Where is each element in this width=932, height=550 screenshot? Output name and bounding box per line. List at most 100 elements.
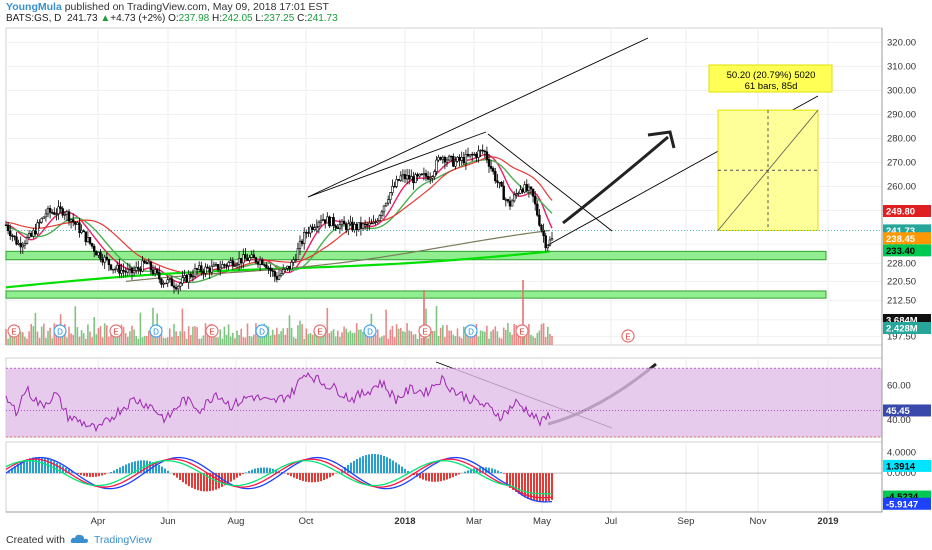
- candle-body: [292, 259, 295, 263]
- earnings-marker-letter: E: [209, 328, 214, 337]
- volume-bar: [274, 334, 276, 345]
- change-value: +4.73 (+2%): [110, 13, 166, 24]
- candle-body: [132, 270, 136, 274]
- volume-bar: [309, 333, 312, 345]
- macd-line: [5, 456, 553, 503]
- volume-bar: [95, 334, 98, 345]
- volume-bar: [80, 330, 83, 345]
- candle-body: [210, 265, 213, 273]
- volume-bar: [248, 336, 251, 345]
- volume-bar: [101, 337, 104, 345]
- macd-tick-label: 4.0000: [887, 447, 916, 458]
- candle-body: [384, 202, 388, 207]
- candle-body: [65, 211, 69, 215]
- candle-body: [38, 221, 41, 224]
- volume-bar: [353, 332, 356, 345]
- candle-body: [17, 242, 20, 245]
- volume-bar: [473, 331, 476, 345]
- candle-body: [334, 225, 337, 228]
- time-axis[interactable]: Apr Jun Aug Oct 2018 Mar May Jul Sep Nov 2019: [6, 511, 882, 527]
- volume-bar: [164, 338, 167, 345]
- volume-bar: [412, 334, 415, 345]
- macd-hist-bar: [344, 467, 346, 474]
- volume-bar: [427, 338, 429, 345]
- volume-bar: [349, 330, 352, 345]
- volume-bar: [400, 327, 402, 345]
- volume-bar: [488, 338, 490, 345]
- price-tick-label: 280.00: [887, 133, 916, 144]
- volume-bar: [523, 333, 526, 345]
- volume-bar: [141, 337, 144, 345]
- candle-body: [67, 211, 71, 222]
- candle-body: [120, 269, 123, 274]
- macd-hist-bar: [539, 473, 541, 502]
- macd-hist-bar: [110, 471, 112, 474]
- macd-hist-bar: [434, 473, 436, 482]
- macd-hist-bar: [314, 473, 316, 483]
- macd-hist-bar: [146, 460, 148, 474]
- candle-body: [548, 239, 552, 246]
- candle-body: [204, 266, 207, 274]
- volume-bar: [549, 333, 551, 345]
- candle-body: [263, 264, 266, 266]
- volume-bar: [402, 331, 404, 345]
- author-name[interactable]: YoungMula: [6, 1, 62, 13]
- volume-bar: [376, 329, 379, 345]
- volume-bar: [257, 327, 259, 345]
- trend-channel-upper: [307, 37, 649, 198]
- candle-body: [170, 278, 174, 287]
- macd-hist-bar: [20, 462, 22, 474]
- macd-hist-bar: [248, 470, 250, 474]
- earnings-marker-icon: [313, 324, 327, 338]
- volume-bar: [404, 331, 406, 345]
- candle-body: [126, 268, 130, 273]
- candle-body: [426, 176, 430, 180]
- price-axis[interactable]: 320.00 310.00 300.00 290.00 280.00 270.00 260.…: [881, 28, 916, 512]
- volume-bar: [477, 336, 480, 345]
- candle-body: [55, 213, 58, 215]
- time-tick-label: 2018: [394, 516, 415, 527]
- candle-body: [393, 186, 396, 188]
- volume-bar: [202, 335, 205, 345]
- candle-body: [294, 259, 297, 261]
- candle-body: [496, 180, 499, 183]
- volume-bar: [406, 323, 408, 345]
- candle-body: [107, 259, 111, 266]
- macd-hist-bar: [452, 473, 454, 478]
- target-box[interactable]: 50.20 (20.79%) 5020 61 bars, 85d: [708, 64, 833, 231]
- macd-hist-bar: [305, 473, 307, 482]
- rsi-tick-label: 40.00: [887, 415, 911, 426]
- candle-body: [281, 269, 285, 275]
- candle-body: [519, 189, 522, 194]
- candle-body: [401, 174, 405, 177]
- earnings-marker-icon: [515, 324, 529, 338]
- volume-bar: [76, 327, 79, 345]
- macd-value-label-2: -4.5234: [886, 492, 919, 503]
- macd-hist-bar: [197, 473, 199, 491]
- earnings-marker-icon: [464, 324, 478, 338]
- macd-hist-bar: [353, 460, 355, 474]
- candle-body: [311, 226, 314, 231]
- macd-hist-bar: [203, 473, 205, 492]
- volume-bar: [343, 326, 345, 345]
- candle-body: [23, 242, 27, 246]
- macd-hist-bar: [395, 462, 397, 474]
- volume-bar: [9, 334, 11, 345]
- volume-bar: [171, 336, 173, 345]
- volume-bar: [522, 280, 524, 345]
- candle-body: [368, 222, 371, 226]
- candle-body: [468, 153, 472, 157]
- macd-hist-bar: [449, 473, 451, 479]
- open-value: 237.98: [178, 13, 210, 24]
- volume-bar: [288, 315, 291, 345]
- volume-bar: [332, 329, 335, 345]
- price-label-4: 233.40: [886, 246, 915, 257]
- tradingview-brand[interactable]: TradingView: [94, 534, 152, 546]
- earnings-marker-letter: D: [259, 328, 265, 337]
- macd-hist-bar: [551, 473, 553, 500]
- chart-canvas[interactable]: 50.20 (20.79%) 5020 61 bars, 85d E D E D E D E…: [0, 0, 932, 530]
- candle-body: [277, 275, 281, 280]
- candle-body: [252, 254, 255, 258]
- candle-body: [260, 259, 264, 265]
- macd-hist-bar: [404, 468, 406, 474]
